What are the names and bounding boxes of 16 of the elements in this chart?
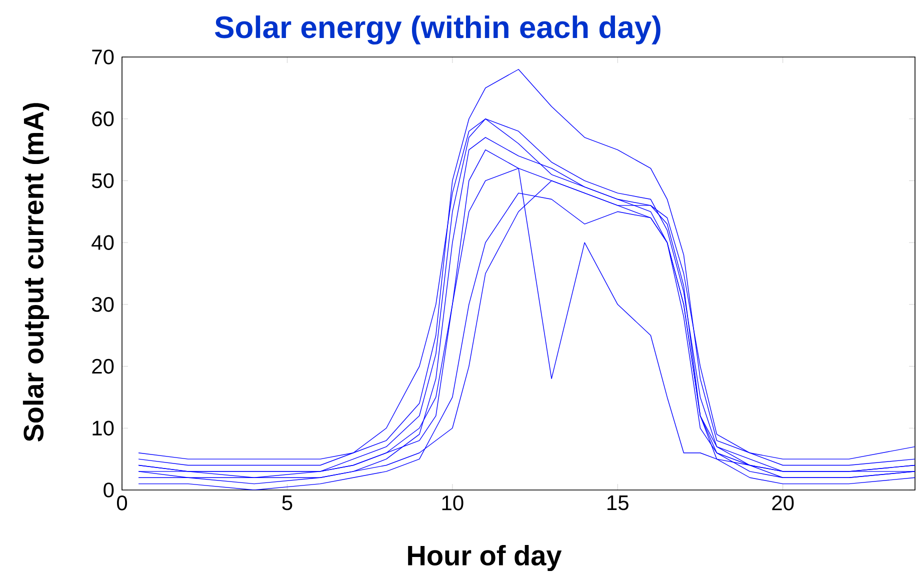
x-tick-label: 20	[772, 496, 794, 510]
y-tick-label: 40	[92, 235, 114, 250]
y-tick-label: 10	[92, 420, 114, 436]
x-axis-title: Hour of day	[408, 544, 562, 572]
y-tick-label: 30	[92, 297, 114, 312]
x-tick-label: 15	[608, 496, 628, 510]
x-tick-label: 5	[282, 496, 292, 510]
y-tick-label: 70	[92, 50, 114, 64]
x-tick-label: 0	[116, 496, 128, 510]
y-tick-label: 20	[92, 358, 114, 374]
y-tick-label: 50	[92, 173, 114, 188]
y-tick-label: 0	[104, 482, 114, 498]
y-axis-title: Solar output current (mA)	[22, 103, 50, 442]
x-tick-label: 10	[442, 496, 464, 510]
chart-title: Solar energy (within each day)	[214, 15, 660, 44]
y-tick-label: 60	[92, 111, 114, 126]
